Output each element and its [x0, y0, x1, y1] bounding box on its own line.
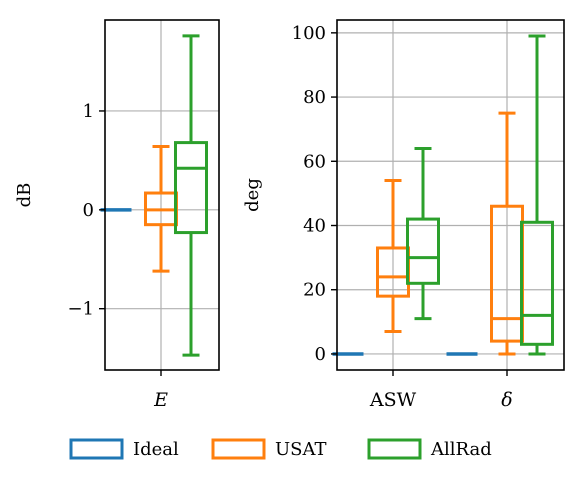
box-allrad-delta: [520, 34, 554, 356]
y-tick-label: 20: [303, 280, 326, 301]
panel-spatial-deg: 0 20 40 60 80 100 ASW δ deg: [242, 19, 565, 411]
y-tick-label: 100: [292, 23, 326, 44]
x-tick-label: δ: [501, 389, 512, 411]
box-iqr: [406, 217, 440, 285]
y-tick-label: 40: [303, 216, 326, 237]
legend-swatch: [211, 438, 266, 460]
x-tick-label: E: [153, 389, 168, 411]
legend-swatch: [367, 438, 422, 460]
legend-swatch: [69, 438, 124, 460]
box-usat-e: [144, 145, 178, 273]
y-tick-label: 1: [83, 101, 94, 122]
box-allrad-asw: [406, 146, 440, 321]
y-tick-label: 80: [303, 87, 326, 108]
legend-label: USAT: [275, 439, 327, 460]
box-allrad-e: [174, 34, 208, 357]
plot-frame: [104, 19, 220, 371]
y-tick-label: 0: [315, 344, 326, 365]
y-axis-label: deg: [242, 178, 263, 212]
y-tick-label: −1: [67, 299, 94, 320]
plot-frame: [336, 19, 565, 371]
box-iqr: [174, 141, 208, 235]
y-axis-label: dB: [14, 183, 35, 208]
box-iqr: [520, 220, 554, 346]
legend: Ideal USAT AllRad: [69, 438, 492, 460]
y-tick-label: 0: [83, 200, 94, 221]
panel-level-db: −1 0 1 EdB: [14, 19, 220, 411]
legend-item-allrad: AllRad: [367, 438, 492, 460]
y-tick-label: 60: [303, 151, 326, 172]
x-tick-label: ASW: [369, 389, 417, 411]
legend-item-ideal: Ideal: [69, 438, 179, 460]
legend-label: Ideal: [133, 439, 179, 460]
legend-label: AllRad: [430, 439, 492, 460]
legend-item-usat: USAT: [211, 438, 327, 460]
